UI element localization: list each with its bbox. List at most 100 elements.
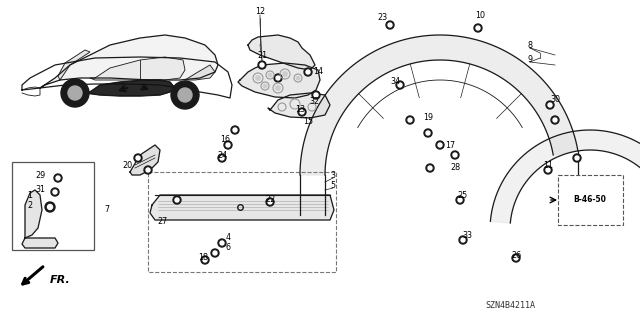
Circle shape [408, 118, 412, 122]
Text: 23: 23 [377, 13, 387, 23]
Text: 8: 8 [527, 41, 532, 49]
Circle shape [546, 101, 554, 109]
Circle shape [51, 188, 59, 196]
Polygon shape [130, 145, 160, 175]
Circle shape [178, 88, 192, 102]
Circle shape [551, 116, 559, 124]
Polygon shape [490, 130, 640, 223]
Text: 5: 5 [330, 181, 335, 189]
Circle shape [458, 198, 462, 202]
Text: 15: 15 [303, 117, 313, 127]
Text: 34: 34 [390, 78, 400, 86]
Circle shape [474, 24, 482, 32]
Circle shape [300, 110, 304, 114]
Text: 25: 25 [457, 190, 467, 199]
Circle shape [456, 196, 464, 204]
Circle shape [47, 204, 52, 210]
Text: 13: 13 [295, 106, 305, 115]
Text: 11: 11 [543, 160, 553, 169]
Polygon shape [150, 195, 334, 220]
Circle shape [144, 166, 152, 174]
Text: 29: 29 [35, 170, 45, 180]
Circle shape [548, 103, 552, 107]
Circle shape [274, 74, 282, 82]
Circle shape [426, 164, 434, 172]
Text: 9: 9 [527, 56, 532, 64]
Circle shape [424, 129, 432, 137]
Circle shape [544, 166, 552, 174]
Circle shape [146, 168, 150, 172]
Circle shape [213, 251, 217, 255]
Circle shape [298, 108, 306, 116]
Text: 20: 20 [122, 160, 132, 169]
Circle shape [453, 153, 457, 157]
Circle shape [426, 131, 430, 135]
Circle shape [218, 239, 226, 247]
Circle shape [282, 71, 287, 77]
Circle shape [258, 61, 266, 69]
Circle shape [173, 196, 181, 204]
Text: 19: 19 [423, 114, 433, 122]
Circle shape [304, 68, 312, 76]
Text: SZN4B4211A: SZN4B4211A [485, 300, 535, 309]
Text: 32: 32 [309, 98, 319, 107]
Polygon shape [300, 35, 578, 175]
Text: 33: 33 [462, 231, 472, 240]
Circle shape [428, 166, 432, 170]
Text: 26: 26 [511, 250, 521, 259]
Text: 2: 2 [28, 201, 33, 210]
Text: 17: 17 [445, 140, 455, 150]
Text: 24: 24 [217, 151, 227, 160]
Circle shape [396, 81, 404, 89]
Bar [558, 175, 623, 225]
Circle shape [203, 258, 207, 262]
Circle shape [134, 154, 142, 162]
Circle shape [260, 63, 264, 67]
Circle shape [268, 73, 272, 77]
Circle shape [575, 156, 579, 160]
Circle shape [314, 93, 318, 97]
Circle shape [220, 241, 224, 245]
Polygon shape [238, 63, 320, 98]
Text: 21: 21 [257, 50, 267, 60]
Text: 27: 27 [157, 218, 167, 226]
Circle shape [573, 154, 581, 162]
Polygon shape [25, 190, 42, 238]
Circle shape [233, 128, 237, 132]
Polygon shape [268, 93, 330, 118]
Text: 3: 3 [330, 170, 335, 180]
Text: 16: 16 [220, 136, 230, 145]
Circle shape [68, 86, 82, 100]
Circle shape [459, 236, 467, 244]
Circle shape [553, 118, 557, 122]
Circle shape [386, 21, 394, 29]
Circle shape [276, 76, 280, 80]
Bar [148, 172, 336, 272]
Text: FR.: FR. [50, 275, 71, 285]
Circle shape [306, 70, 310, 74]
Circle shape [255, 76, 260, 80]
Polygon shape [185, 65, 215, 80]
Circle shape [546, 168, 550, 172]
Text: 22: 22 [265, 196, 275, 204]
Circle shape [56, 176, 60, 180]
Text: 12: 12 [255, 8, 265, 17]
Text: 7: 7 [104, 205, 109, 214]
Circle shape [136, 156, 140, 160]
Text: 4: 4 [225, 233, 230, 241]
Polygon shape [58, 50, 90, 80]
Polygon shape [80, 80, 175, 96]
Polygon shape [22, 238, 58, 248]
Circle shape [220, 156, 224, 160]
Circle shape [406, 116, 414, 124]
Polygon shape [40, 35, 218, 88]
Circle shape [476, 26, 480, 30]
Text: 30: 30 [550, 95, 560, 105]
Circle shape [263, 84, 267, 88]
Circle shape [201, 256, 209, 264]
Circle shape [171, 81, 199, 109]
Text: 18: 18 [198, 254, 208, 263]
Circle shape [231, 126, 239, 134]
Text: 6: 6 [225, 243, 230, 253]
Circle shape [438, 143, 442, 147]
